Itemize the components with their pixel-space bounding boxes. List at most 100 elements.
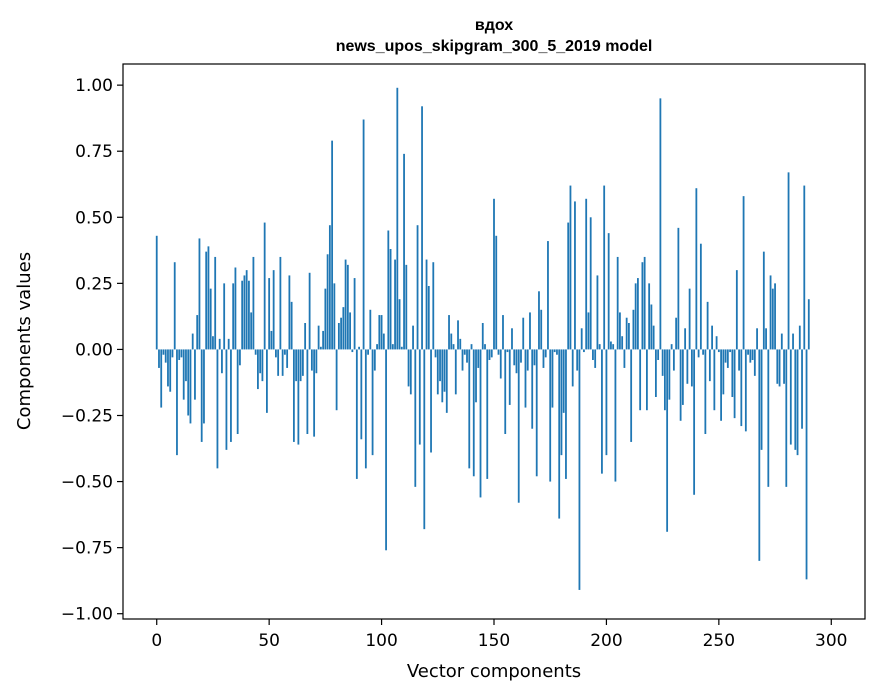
bar <box>774 283 776 350</box>
bar <box>792 333 794 350</box>
bar <box>756 328 758 350</box>
bar <box>562 349 565 413</box>
bar <box>194 349 196 400</box>
bar <box>245 270 248 350</box>
y-axis-ticks: −1.00 −0.75 −0.50 −0.25 0.00 0.25 0.50 0.75 1.00 <box>61 76 123 625</box>
bar <box>652 325 655 350</box>
bar <box>565 349 567 479</box>
bar <box>515 349 518 374</box>
bar <box>389 249 392 350</box>
bar <box>423 349 426 530</box>
bar <box>614 349 617 482</box>
bar <box>324 288 327 350</box>
bar <box>706 301 709 350</box>
bar <box>666 349 669 532</box>
y-tick-label: 0.25 <box>75 274 113 294</box>
bar <box>200 349 203 442</box>
bar <box>207 246 210 350</box>
bar <box>468 349 471 469</box>
bar <box>697 349 700 358</box>
bar <box>463 349 466 355</box>
bar <box>643 256 646 350</box>
bar <box>612 344 615 350</box>
bar <box>598 344 601 350</box>
x-tick-label: 300 <box>815 631 847 651</box>
bar <box>542 349 545 368</box>
bar <box>762 251 765 350</box>
bar <box>576 349 579 371</box>
bar <box>690 349 693 387</box>
bar <box>549 349 552 482</box>
bar <box>646 349 648 411</box>
bar <box>672 349 675 371</box>
bar <box>749 349 752 363</box>
bar <box>654 349 657 397</box>
bar <box>342 307 345 350</box>
bar <box>592 349 594 360</box>
bar <box>650 304 653 350</box>
bar <box>434 349 437 358</box>
bar <box>340 317 342 350</box>
bar <box>628 323 630 350</box>
bar <box>479 349 482 498</box>
bar <box>619 312 621 350</box>
bar <box>558 349 561 519</box>
bar <box>648 283 651 350</box>
bar <box>376 344 378 350</box>
chart-title: вдох <box>475 17 513 34</box>
bar <box>747 349 749 355</box>
bar <box>789 349 792 445</box>
bar <box>783 349 785 384</box>
bar <box>699 243 702 350</box>
bar <box>279 256 282 350</box>
bar <box>553 349 556 353</box>
bar <box>382 333 385 350</box>
bar <box>511 328 513 350</box>
bar <box>248 280 250 350</box>
bar <box>623 349 626 368</box>
bar <box>603 185 606 350</box>
bar <box>807 299 810 350</box>
y-tick-label: −0.25 <box>61 407 113 427</box>
bar <box>337 323 340 350</box>
bar <box>724 349 727 363</box>
bar <box>277 349 280 376</box>
bar <box>364 349 367 469</box>
y-tick-label: 0.00 <box>75 340 113 360</box>
bar <box>677 227 680 350</box>
bar <box>335 349 338 411</box>
bar <box>407 349 410 387</box>
bar <box>281 349 284 376</box>
bar <box>403 153 405 350</box>
bar <box>421 106 423 350</box>
bar <box>798 325 801 350</box>
bar <box>508 349 511 405</box>
bar <box>319 346 322 350</box>
bar <box>681 349 684 405</box>
bar <box>301 349 304 376</box>
bar <box>328 225 331 350</box>
bar <box>639 349 642 411</box>
bar <box>522 317 525 350</box>
bar <box>257 349 259 390</box>
bar <box>580 328 583 350</box>
bar <box>769 275 772 350</box>
bar <box>735 270 738 350</box>
bar <box>394 259 396 350</box>
bar <box>452 344 455 350</box>
bar <box>589 217 592 350</box>
bar <box>155 235 158 350</box>
bar <box>412 325 414 350</box>
bar <box>569 185 572 350</box>
x-tick-label: 150 <box>478 631 510 651</box>
bar <box>218 338 221 350</box>
bar <box>180 349 183 358</box>
bar <box>425 259 428 350</box>
bar <box>191 333 194 350</box>
bar <box>632 309 635 350</box>
bar <box>717 349 720 353</box>
bar <box>535 349 538 477</box>
bar <box>767 349 770 487</box>
